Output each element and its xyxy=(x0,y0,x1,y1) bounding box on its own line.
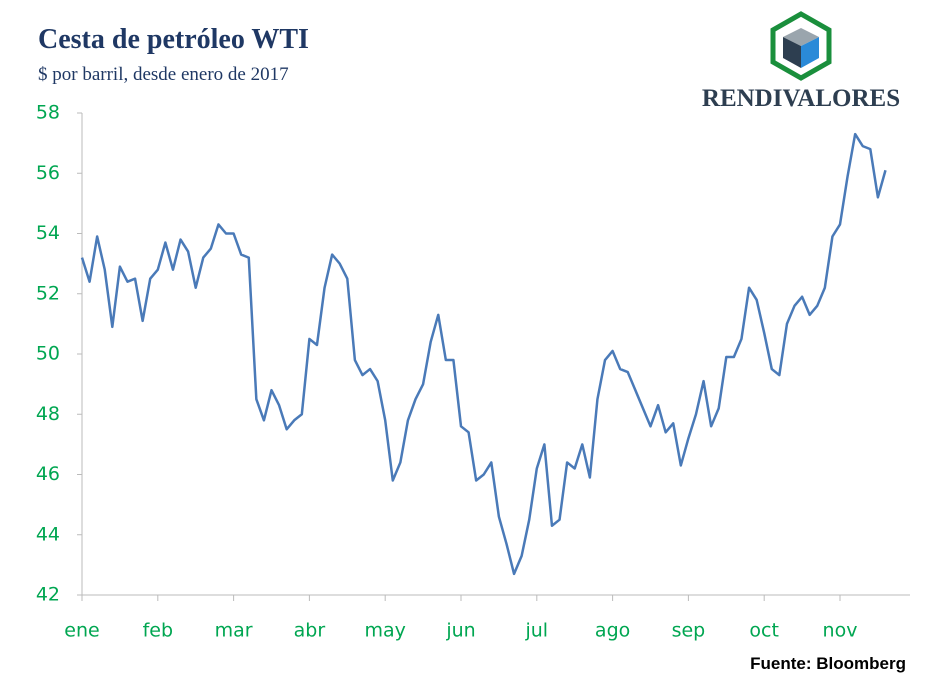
y-tick-label: 48 xyxy=(36,403,60,425)
logo-cube-right xyxy=(801,37,819,68)
x-tick-label: ago xyxy=(595,620,630,642)
source: Fuente: Bloomberg xyxy=(750,654,906,673)
chart-title: Cesta de petróleo WTI xyxy=(38,24,309,55)
x-tick-label: nov xyxy=(823,620,858,642)
x-tick-label: abr xyxy=(294,620,326,642)
y-tick-label: 50 xyxy=(36,343,60,365)
logo-cube-left xyxy=(783,37,801,68)
x-tick-label: mar xyxy=(215,620,253,642)
y-tick-label: 42 xyxy=(36,584,60,606)
x-tick-label: jul xyxy=(524,620,548,642)
logo xyxy=(770,11,832,81)
y-tick-label: 56 xyxy=(36,162,60,184)
x-tick-label: ene xyxy=(64,620,99,642)
chart-subtitle: $ por barril, desde enero de 2017 xyxy=(38,64,289,85)
x-tick-label: oct xyxy=(749,620,779,642)
brand-name: RENDIVALORES xyxy=(702,85,900,112)
x-tick-label: sep xyxy=(672,620,706,642)
x-tick-label: may xyxy=(364,620,405,642)
x-tick-label: jun xyxy=(445,620,475,642)
price-line xyxy=(80,132,887,576)
logo-hexagon xyxy=(770,11,832,81)
y-tick-label: 44 xyxy=(36,523,60,545)
y-tick-label: 58 xyxy=(36,102,60,124)
y-tick-label: 52 xyxy=(36,282,60,304)
y-tick-label: 54 xyxy=(36,222,60,244)
x-tick-label: feb xyxy=(143,620,173,642)
y-tick-label: 46 xyxy=(36,463,60,485)
